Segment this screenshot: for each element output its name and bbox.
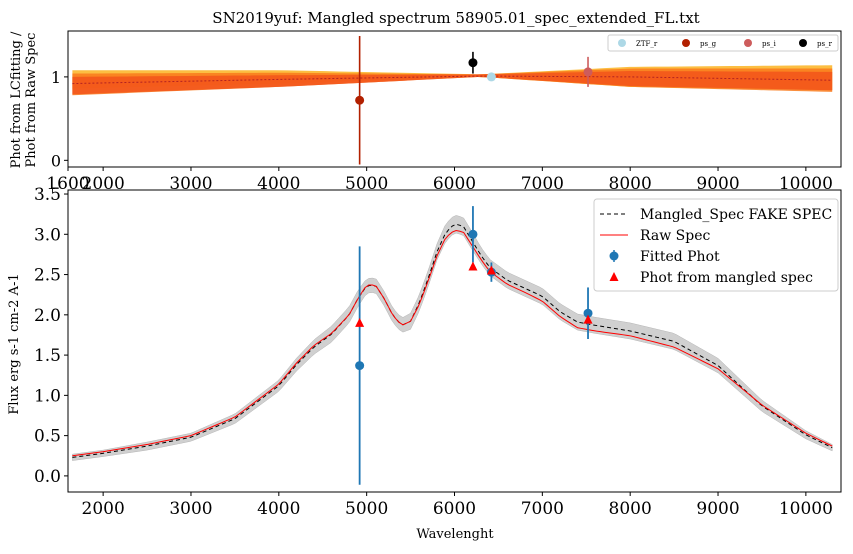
legend-marker-fitted-phot	[609, 251, 619, 261]
spectrum-y-tick-label: 2.0	[34, 306, 61, 326]
spectrum-y-tick-label: 0.0	[34, 467, 61, 487]
ratio-legend-box	[607, 34, 839, 52]
spectrum-legend-label: Raw Spec	[640, 228, 710, 244]
ratio-x-tick-label: 6000	[433, 174, 476, 194]
fitted-phot-point	[583, 308, 593, 318]
spectrum-x-tick-label: 8000	[609, 499, 652, 519]
spectrum-x-tick-label: 10000	[779, 499, 833, 519]
legend-marker-mangled-phot	[609, 272, 619, 281]
spectrum-x-axis-label: Wavelenght	[416, 527, 494, 542]
ratio-point-ztf-r	[486, 72, 496, 82]
ratio-line	[72, 75, 833, 85]
ratio-legend-marker-ps-g	[682, 39, 690, 47]
spectrum-legend-label: Phot from mangled spec	[640, 270, 813, 286]
figure-title: SN2019yuf: Mangled spectrum 58905.01_spe…	[212, 9, 699, 27]
ratio-y-tick-label: 0	[51, 151, 61, 170]
ratio-legend-label-ztf-r: ZTF_r	[636, 40, 658, 48]
spectrum-x-tick-label: 4000	[257, 499, 300, 519]
ratio-legend-marker-ps-r	[799, 39, 807, 47]
ratio-legend-label-ps-i: ps_i	[762, 40, 777, 48]
spectrum-y-tick-label: 1.5	[34, 346, 61, 366]
spectrum-x-tick-label: 2000	[82, 499, 125, 519]
ratio-legend-label-ps-g: ps_g	[700, 40, 717, 48]
ratio-point-ps-r	[468, 58, 478, 68]
raw-spectrum-line	[72, 230, 833, 457]
spectrum-x-tick-label: 6000	[433, 499, 476, 519]
ratio-y-axis-label-line-1: Phot from LCfitting /	[9, 31, 24, 168]
fitted-phot-point	[355, 361, 365, 371]
ratio-point-ps-g	[355, 95, 365, 105]
spectrum-uncertainty-fill	[72, 215, 833, 461]
ratio-dotted-line	[72, 75, 833, 85]
ratio-x-tick-label: 8000	[609, 174, 652, 194]
ratio-panel: Phot from LCfitting / Phot from Raw Spec…	[9, 30, 842, 194]
spectrum-legend-label: Mangled_Spec FAKE SPEC	[640, 207, 832, 223]
ratio-x-tick-label: 1600	[46, 174, 89, 194]
spectrum-x-tick-label: 5000	[345, 499, 388, 519]
fitted-phot-point	[468, 229, 478, 239]
ratio-point-ps-i	[583, 67, 593, 77]
spectrum-axes: 2000 3000 4000 5000 6000 7000 8000 9000 10000 0.0…	[34, 185, 842, 519]
spectrum-uncertainty-band	[72, 215, 833, 461]
ratio-legend-marker-ztf-r	[618, 39, 626, 47]
spectrum-x-tick-label: 3000	[169, 499, 212, 519]
spectrum-y-tick-label: 2.5	[34, 266, 61, 286]
ratio-legend: ZTF_r ps_g ps_i ps_r	[607, 34, 839, 52]
mangled-phot-marker	[486, 265, 496, 275]
spectrum-lines	[72, 223, 833, 458]
mangled-phot-marker	[583, 314, 593, 324]
mangled-phot-marker	[468, 261, 478, 271]
ratio-x-tick-label: 5000	[345, 174, 388, 194]
spectrum-x-tick-label: 9000	[696, 499, 739, 519]
spectrum-panel: Flux erg s-1 cm-2 A-1 Wavelenght 2000 300…	[7, 185, 842, 542]
ratio-y-axis-label-line-2: Phot from Raw Spec	[24, 33, 39, 168]
spectrum-phot-points	[355, 206, 593, 485]
ratio-x-tick-label: 4000	[257, 174, 300, 194]
spectrum-y-tick-label: 3.5	[34, 185, 61, 205]
ratio-x-tick-label: 10000	[779, 174, 833, 194]
spectrum-y-axis-label: Flux erg s-1 cm-2 A-1	[7, 273, 22, 414]
ratio-legend-label-ps-r: ps_r	[817, 40, 833, 48]
ratio-y-tick-label: 1	[51, 68, 61, 87]
spectrum-legend: Mangled_Spec FAKE SPEC Raw Spec Fitted Pho…	[593, 198, 839, 292]
spectrum-y-tick-label: 1.0	[34, 386, 61, 406]
ratio-legend-marker-ps-i	[744, 39, 752, 47]
spectrum-y-tick-label: 0.5	[34, 427, 61, 447]
ratio-points	[355, 36, 593, 165]
spectrum-y-tick-label: 3.0	[34, 225, 61, 245]
spectrum-legend-label: Fitted Phot	[640, 249, 720, 265]
ratio-x-tick-label: 3000	[169, 174, 212, 194]
mangled-spectrum-line	[72, 223, 833, 458]
ratio-x-tick-label: 2000	[82, 174, 125, 194]
spectrum-legend-box	[593, 198, 839, 292]
ratio-x-tick-label: 9000	[696, 174, 739, 194]
ratio-y-axis-label: Phot from LCfitting / Phot from Raw Spec	[9, 31, 39, 168]
ratio-bands	[72, 65, 833, 96]
mangled-phot-marker	[355, 317, 365, 327]
ratio-x-tick-label: 7000	[521, 174, 564, 194]
spectrum-x-tick-label: 7000	[521, 499, 564, 519]
